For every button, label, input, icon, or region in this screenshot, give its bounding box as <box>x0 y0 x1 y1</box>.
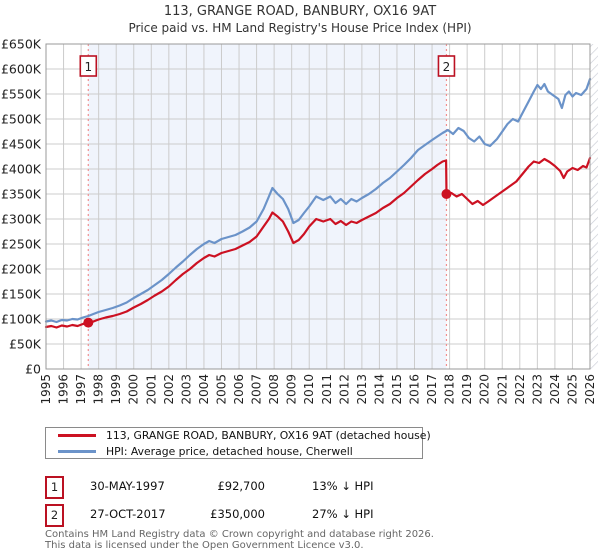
y-axis-tick-label: £550K <box>1 87 42 102</box>
y-axis-tick-label: £50K <box>9 337 42 352</box>
legend-label: 113, GRANGE ROAD, BANBURY, OX16 9AT (det… <box>106 428 431 442</box>
copyright-footer: Contains HM Land Registry data © Crown c… <box>45 529 434 551</box>
y-axis-tick-label: £300K <box>1 212 42 227</box>
x-axis-tick-label: 2010 <box>302 374 316 405</box>
footer-line-2: This data is licensed under the Open Gov… <box>45 540 364 551</box>
y-axis-tick-label: £200K <box>1 262 42 277</box>
y-axis-tick-label: £500K <box>1 112 42 127</box>
y-axis-tick-label: £350K <box>1 187 42 202</box>
transaction-row-2: 2 27-OCT-2017 £350,000 27% ↓ HPI <box>45 504 565 527</box>
x-axis-tick-label: 2001 <box>144 374 158 405</box>
x-axis-tick-label: 2025 <box>565 374 579 405</box>
x-axis-tick-label: 2026 <box>583 374 597 405</box>
transaction-2-number-badge: 2 <box>45 504 64 527</box>
y-axis-tick-label: £450K <box>1 137 42 152</box>
data-series <box>44 77 592 329</box>
transaction-2-date: 27-OCT-2017 <box>90 507 166 521</box>
x-axis-tick-label: 2011 <box>320 374 334 405</box>
x-axis-tick-label: 2014 <box>372 374 386 405</box>
sale-marker-number-box <box>79 55 98 77</box>
x-axis-tick-label: 2020 <box>478 374 492 405</box>
plot-frame <box>45 43 591 370</box>
x-axis-tick-label: 2007 <box>250 374 264 405</box>
transaction-2-price: £350,000 <box>210 507 265 521</box>
x-axis-tick-label: 2019 <box>460 374 474 405</box>
future-hatch-strip <box>590 44 598 369</box>
ownership-period-shading <box>88 44 447 369</box>
x-axis-tick-label: 2012 <box>337 374 351 405</box>
x-axis-tick-label: 2015 <box>390 374 404 405</box>
page-title: 113, GRANGE ROAD, BANBURY, OX16 9AT <box>163 4 437 19</box>
x-axis-tick-label: 2000 <box>127 374 141 405</box>
transaction-2-hpi-delta: 27% ↓ HPI <box>312 507 374 521</box>
legend-item-hpi: HPI: Average price, detached house, Cher… <box>46 445 422 458</box>
x-axis-tick-label: 2024 <box>548 374 562 405</box>
x-axis-tick-label: 1997 <box>74 374 88 405</box>
sale-point-marker <box>441 189 452 199</box>
x-axis-tick-label: 2017 <box>425 374 439 405</box>
x-axis-tick-label: 1996 <box>57 374 71 405</box>
x-axis-tick-label: 1995 <box>39 374 53 405</box>
legend: 113, GRANGE ROAD, BANBURY, OX16 9AT (det… <box>45 427 431 459</box>
transaction-1-date: 30-MAY-1997 <box>90 479 165 493</box>
y-axis-tick-label: £150K <box>1 287 42 302</box>
sale-marker-number: 1 <box>84 60 92 74</box>
x-axis-tick-label: 1999 <box>109 374 123 405</box>
transaction-1-hpi-delta: 13% ↓ HPI <box>312 479 374 493</box>
x-axis-tick-label: 2023 <box>530 374 544 405</box>
sale-point-marker <box>83 317 94 328</box>
x-axis-tick-label: 2008 <box>267 374 281 405</box>
y-axis-tick-label: £400K <box>1 162 42 177</box>
sale-marker-number: 2 <box>443 60 451 74</box>
transaction-1-price: £92,700 <box>217 479 265 493</box>
price-paid-line-swatch <box>58 433 96 437</box>
hpi-line <box>44 77 592 324</box>
x-axis-tick-label: 2021 <box>495 374 509 405</box>
transaction-row-1: 1 30-MAY-1997 £92,700 13% ↓ HPI <box>45 476 565 499</box>
hpi-line-swatch <box>58 449 96 453</box>
x-axis-tick-label: 2004 <box>197 374 211 405</box>
page-subtitle: Price paid vs. HM Land Registry's House … <box>128 21 472 35</box>
legend-label: HPI: Average price, detached house, Cher… <box>106 444 353 458</box>
x-axis-tick-label: 2005 <box>214 374 228 405</box>
y-axis-tick-label: £250K <box>1 237 42 252</box>
plot-background <box>46 44 598 369</box>
x-axis-tick-label: 2002 <box>162 374 176 405</box>
x-axis-tick-label: 2016 <box>408 374 422 405</box>
y-axis-tick-label: £100K <box>1 312 42 327</box>
x-axis-tick-label: 2018 <box>443 374 457 405</box>
x-axis-tick-label: 2009 <box>285 374 299 405</box>
legend-item-price-paid: 113, GRANGE ROAD, BANBURY, OX16 9AT (det… <box>46 429 431 442</box>
x-axis-tick-label: 1998 <box>92 374 106 405</box>
x-axis-tick-label: 2003 <box>179 374 193 405</box>
x-axis-tick-label: 2013 <box>355 374 369 405</box>
footer-line-1: Contains HM Land Registry data © Crown c… <box>45 529 434 540</box>
plot-border <box>45 43 591 370</box>
price-paid-line <box>44 156 592 329</box>
y-axis-tick-label: £600K <box>1 62 42 77</box>
y-axis-tick-label: £650K <box>1 37 42 52</box>
x-axis-tick-label: 2006 <box>232 374 246 405</box>
axis-tick-labels: £0 £50K £100K £150K £200K £250K £300K £350K £400… <box>1 37 597 405</box>
y-axis-tick-label: £0 <box>25 362 41 377</box>
transaction-1-number-badge: 1 <box>45 476 64 499</box>
sale-marker-number-box <box>437 55 456 77</box>
x-axis-tick-label: 2022 <box>513 374 527 405</box>
